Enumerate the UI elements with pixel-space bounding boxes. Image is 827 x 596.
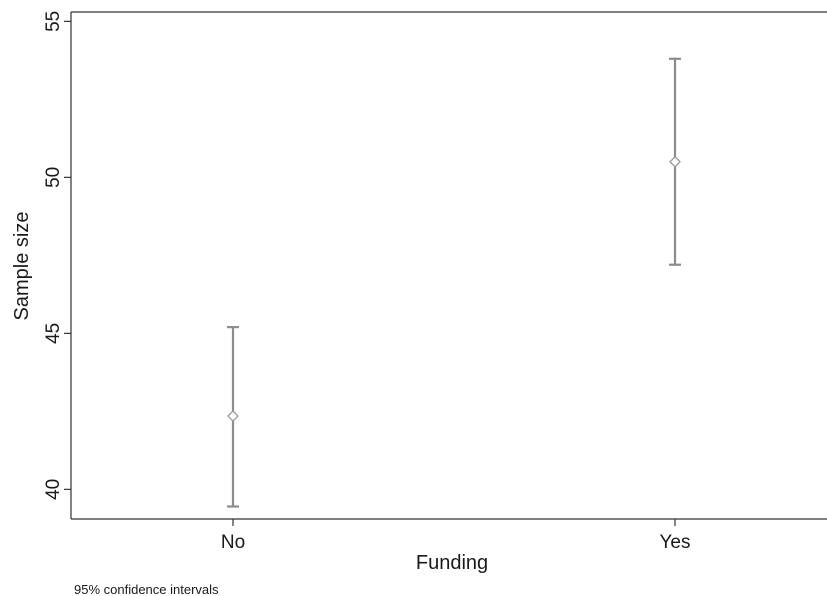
- y-tick-label: 55: [43, 11, 64, 32]
- y-tick-group: 40 45 50 55: [43, 11, 71, 500]
- x-axis-title: Funding: [416, 552, 488, 574]
- x-tick-group: No Yes: [221, 519, 691, 553]
- x-tick-label: Yes: [660, 532, 691, 553]
- chart-note: 95% confidence intervals: [74, 582, 219, 596]
- point-estimate-marker: [227, 410, 239, 422]
- plot-frame: [70, 11, 827, 520]
- error-bar: [669, 57, 681, 266]
- point-estimate-marker: [669, 155, 681, 168]
- error-bar: [227, 326, 239, 508]
- error-bar-group: [227, 57, 681, 508]
- y-axis-title: Sample size: [11, 212, 33, 321]
- y-tick-label: 50: [43, 167, 64, 188]
- x-tick-label: No: [221, 532, 245, 553]
- y-tick-label: 45: [43, 323, 64, 344]
- y-tick-label: 40: [43, 479, 64, 500]
